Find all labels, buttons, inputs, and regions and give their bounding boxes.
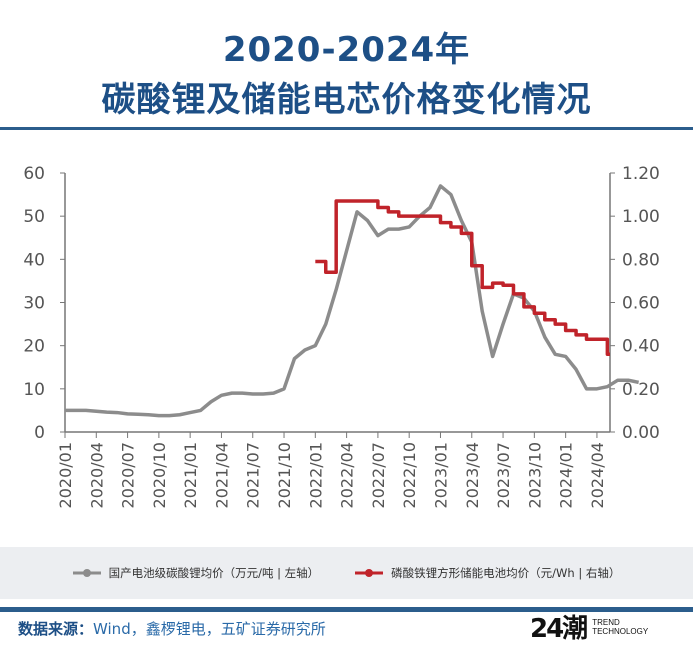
x-tick-label: 2020/04 <box>87 442 106 508</box>
left-tick-label: 30 <box>23 294 45 314</box>
right-tick-label: 0.60 <box>622 294 660 314</box>
x-tick-label: 2023/01 <box>431 442 450 508</box>
x-tick-label: 2021/01 <box>181 442 200 508</box>
right-tick-label: 1.20 <box>622 164 660 184</box>
x-tick-label: 2021/07 <box>244 442 263 508</box>
source-text: Wind，鑫椤锂电，五矿证券研究所 <box>93 620 326 638</box>
x-tick-label: 2020/01 <box>56 442 75 508</box>
x-tick-label: 2021/10 <box>275 442 294 508</box>
legend-marker-red <box>355 569 384 577</box>
title-divider <box>0 127 693 130</box>
x-tick-label: 2024/04 <box>588 442 607 508</box>
legend: 国产电池级碳酸锂均价（万元/吨 | 左轴） 磷酸铁锂方形储能电池均价（元/Wh … <box>0 547 693 599</box>
left-tick-label: 60 <box>23 164 45 184</box>
legend-marker-gray <box>72 569 101 577</box>
right-tick-label: 0.20 <box>622 380 660 400</box>
chart: 0 10 20 30 40 50 60 0.00 0.20 0.40 0.60 0.80 1.00 1.2… <box>23 164 660 508</box>
series-line-0 <box>65 184 640 418</box>
x-tick-label: 2022/01 <box>306 442 325 508</box>
title-line-2: 碳酸锂及储能电芯价格变化情况 <box>101 80 592 120</box>
logo-mark: 24潮 <box>530 614 588 644</box>
series-line-1 <box>315 199 610 357</box>
x-tick-label: 2023/07 <box>494 442 513 508</box>
left-tick-label: 20 <box>23 337 45 357</box>
right-tick-label: 0.00 <box>622 423 660 443</box>
source-note: 数据来源：Wind，鑫椤锂电，五矿证券研究所 <box>18 618 326 639</box>
x-tick-label: 2022/07 <box>369 442 388 508</box>
x-tick-label: 2022/10 <box>400 442 419 508</box>
left-tick-label: 50 <box>23 207 45 227</box>
footer-divider <box>0 607 693 612</box>
source-label: 数据来源： <box>18 620 94 638</box>
legend-item-lithium-carbonate: 国产电池级碳酸锂均价（万元/吨 | 左轴） <box>72 565 320 581</box>
x-tick-label: 2023/10 <box>525 442 544 508</box>
left-tick-label: 40 <box>23 250 45 270</box>
legend-label: 磷酸铁锂方形储能电池均价（元/Wh | 右轴） <box>391 566 621 580</box>
logo-line-1: TREND <box>592 617 620 627</box>
x-tick-label: 2023/04 <box>463 442 482 508</box>
left-tick-label: 10 <box>23 380 45 400</box>
right-tick-label: 1.00 <box>622 207 660 227</box>
logo-line-2: TECHNOLOGY <box>592 626 649 636</box>
x-tick-label: 2020/10 <box>150 442 169 508</box>
left-tick-label: 0 <box>34 423 45 443</box>
x-tick-label: 2024/01 <box>557 442 576 508</box>
x-tick-label: 2021/04 <box>212 442 231 508</box>
title-line-1: 2020-2024年 <box>222 30 471 70</box>
logo: 24潮 TREND TECHNOLOGY <box>530 608 648 645</box>
legend-item-lfp-cell: 磷酸铁锂方形储能电池均价（元/Wh | 右轴） <box>355 565 620 581</box>
right-tick-label: 0.40 <box>622 337 660 357</box>
x-tick-label: 2020/07 <box>119 442 138 508</box>
x-tick-label: 2022/04 <box>338 442 357 508</box>
legend-label: 国产电池级碳酸锂均价（万元/吨 | 左轴） <box>108 566 320 580</box>
right-tick-label: 0.80 <box>622 250 660 270</box>
